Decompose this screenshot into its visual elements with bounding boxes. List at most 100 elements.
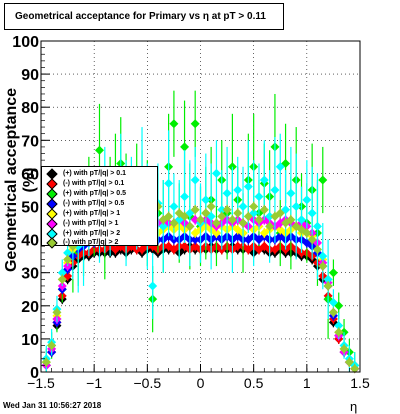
footer-timestamp: Wed Jan 31 10:56:27 2018	[3, 401, 102, 410]
y-tick-label: 60	[21, 166, 39, 183]
data-point	[222, 205, 232, 215]
data-point	[275, 208, 285, 218]
data-point	[185, 221, 195, 231]
y-tick-label: 100	[12, 34, 39, 51]
data-point	[217, 205, 227, 215]
data-point	[259, 205, 269, 215]
legend-label: (-) with pT/|q| > 1	[63, 220, 119, 227]
data-point	[211, 218, 221, 228]
legend-label: (+) with pT/|q| > 1	[63, 210, 121, 217]
data-point	[233, 185, 243, 195]
data-point	[254, 192, 264, 202]
legend-label: (+) with pT/|q| > 0.5	[63, 190, 127, 197]
y-tick-label: 90	[21, 67, 39, 84]
legend-item: (-) with pT/|q| > 0.5	[45, 197, 125, 210]
x-axis-label: η	[350, 399, 358, 414]
data-point	[323, 274, 333, 284]
data-point	[158, 221, 168, 231]
data-point	[339, 344, 349, 354]
legend-label: (+) with pT/|q| > 2	[63, 230, 121, 237]
data-point	[63, 254, 73, 264]
y-tick-label: 10	[21, 332, 39, 349]
plot-points	[41, 90, 360, 374]
data-point	[180, 192, 190, 202]
data-point	[57, 268, 67, 278]
y-tick-label: 40	[21, 233, 39, 250]
data-point	[328, 297, 338, 307]
y-tick-label: 50	[21, 200, 39, 217]
data-point	[312, 221, 322, 231]
data-point	[286, 215, 296, 225]
data-point	[259, 175, 269, 185]
data-point	[206, 202, 216, 211]
data-point	[217, 211, 227, 221]
legend-item: (+) with pT/|q| > 0.1	[45, 167, 127, 180]
legend-item: (-) with pT/|q| > 1	[45, 217, 119, 230]
data-point	[211, 228, 221, 238]
data-point	[323, 281, 333, 291]
data-point	[302, 195, 312, 205]
data-point	[249, 202, 259, 211]
data-point	[265, 211, 275, 221]
legend-item: (+) with pT/|q| > 1	[45, 207, 121, 220]
data-point	[211, 168, 221, 178]
data-point	[52, 307, 62, 317]
data-point	[275, 162, 285, 172]
legend-item: (-) with pT/|q| > 0.1	[45, 177, 125, 190]
data-point	[270, 185, 280, 195]
data-point	[334, 321, 344, 331]
data-point	[297, 215, 307, 225]
plot-axes: −1.5 −1 −0.5 0 0.5 1 1.5 0 10 20 30 40 50 60 70 80 90 100	[12, 34, 370, 391]
legend-item: (+) with pT/|q| > 2	[45, 227, 121, 240]
data-point	[148, 281, 158, 291]
x-tick-label: 0	[197, 375, 205, 391]
data-point	[291, 202, 301, 211]
data-point	[254, 215, 264, 225]
x-tick-label: 1.5	[350, 375, 370, 391]
data-point	[190, 175, 200, 185]
data-point	[328, 307, 338, 317]
data-point	[318, 175, 328, 185]
data-point	[57, 274, 67, 284]
x-tick-label: −1	[86, 375, 102, 391]
data-point	[350, 364, 360, 374]
data-point	[233, 241, 243, 251]
x-tick-label: −1.5	[27, 375, 55, 391]
data-point	[265, 221, 275, 231]
data-point	[164, 211, 174, 221]
plot-title-text: Geometrical acceptance for Primary vs η …	[15, 11, 266, 22]
plot-title: Geometrical acceptance for Primary vs η …	[4, 3, 284, 30]
data-point	[334, 327, 344, 337]
data-point	[222, 188, 232, 198]
data-point	[312, 245, 322, 255]
data-point	[201, 195, 211, 205]
data-point	[196, 215, 205, 225]
data-point	[243, 182, 253, 192]
y-tick-label: 80	[21, 100, 39, 117]
legend-label: (+) with pT/|q| > 0.1	[63, 170, 127, 177]
data-point	[180, 142, 190, 152]
data-point	[190, 235, 200, 245]
legend-label: (-) with pT/|q| > 0.1	[63, 180, 125, 187]
data-point	[190, 205, 200, 215]
y-tick-label: 30	[21, 266, 39, 283]
legend-item: (+) with pT/|q| > 0.5	[45, 187, 127, 200]
data-point	[190, 119, 200, 129]
data-point	[307, 235, 317, 245]
data-point	[318, 251, 328, 261]
data-point	[164, 178, 174, 188]
legend-marker	[46, 236, 58, 249]
data-point	[169, 218, 179, 228]
legend-label: (-) with pT/|q| > 0.5	[63, 200, 125, 207]
data-point	[328, 268, 338, 278]
data-point	[169, 119, 179, 129]
data-point	[201, 208, 211, 218]
data-point	[238, 218, 248, 228]
data-point	[286, 188, 296, 198]
data-point	[233, 208, 243, 218]
legend: (+) with pT/|q| > 0.1 (-) with pT/|q| > …	[41, 166, 158, 249]
y-tick-label: 0	[30, 365, 39, 382]
data-point	[243, 211, 253, 221]
data-point	[63, 248, 73, 258]
